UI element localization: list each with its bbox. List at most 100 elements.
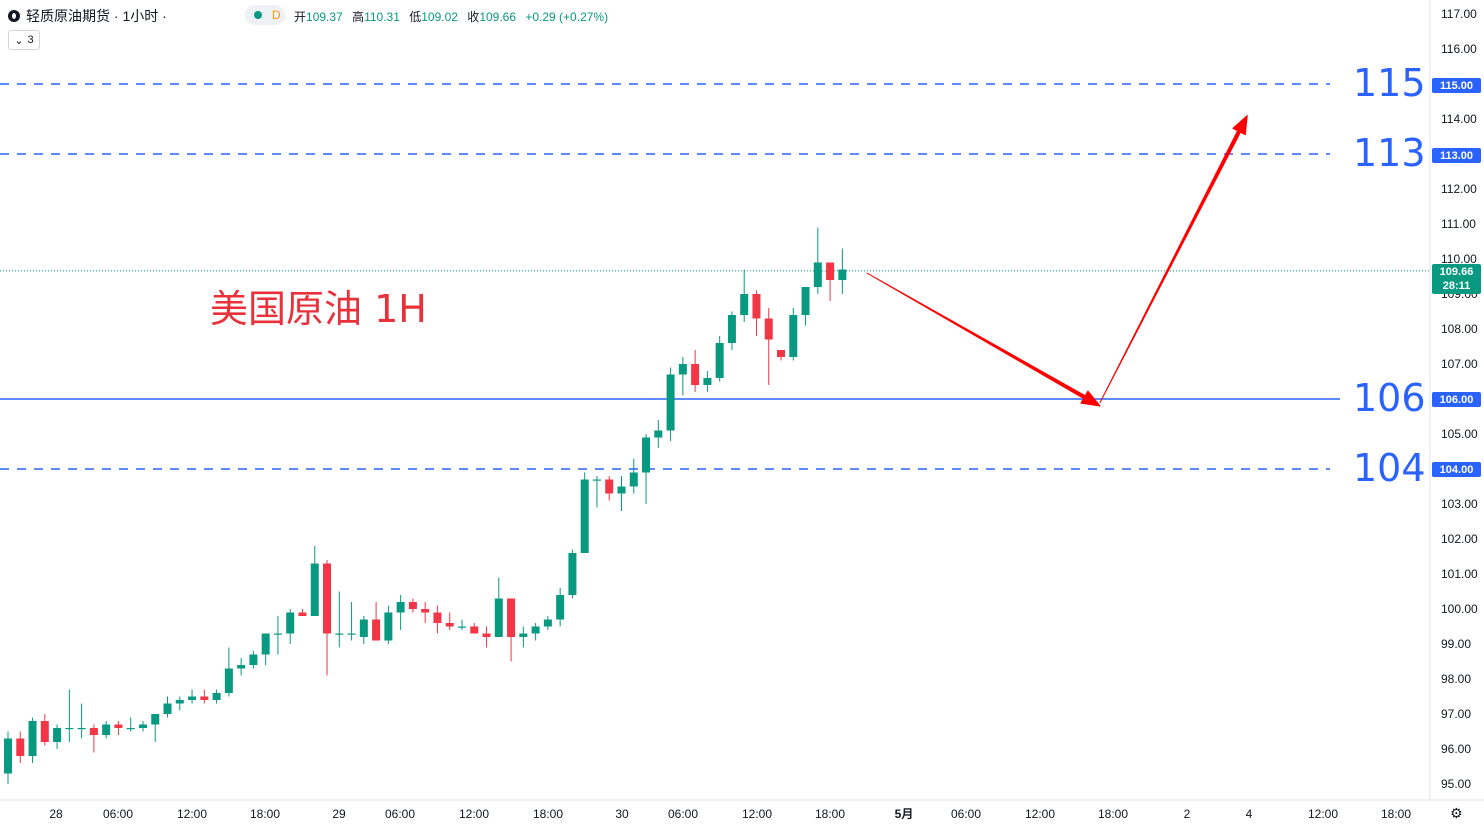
ohlc-open-key: 开 (294, 10, 307, 24)
forecast-arrow-up (1099, 115, 1248, 403)
ohlc-low-key: 低 (409, 10, 422, 24)
forecast-arrows (866, 115, 1248, 407)
price-tick-label: 114.00 (1441, 112, 1477, 126)
time-tick-label: 18:00 (250, 807, 280, 821)
candle-body (482, 633, 491, 637)
chart-header: 轻质原油期货 · 1小时 · D 开109.37 高110.31 低109.02… (0, 0, 1430, 50)
candle-body (617, 486, 626, 494)
symbol-title[interactable]: 轻质原油期货 · 1小时 · (8, 6, 167, 26)
candle-body (372, 619, 381, 641)
time-axis[interactable]: 28 06:00 12:00 18:00 29 06:00 12:00 18:00 30 06:0… (0, 799, 1484, 821)
price-tick-label: 102.00 (1441, 532, 1478, 546)
market-status-icon (254, 11, 262, 19)
ohlc-high-key: 高 (352, 10, 365, 24)
price-tick-label: 107.00 (1441, 357, 1478, 371)
time-tick-label: 18:00 (1098, 807, 1128, 821)
candle-body (53, 728, 62, 742)
chart-annotation-label: 美国原油 1H (210, 287, 427, 331)
candle-body (138, 724, 147, 728)
ohlc-low: 109.02 (421, 10, 458, 24)
ohlc-close-key: 收 (467, 10, 480, 24)
price-tick-label: 116.00 (1441, 42, 1477, 56)
ohlc-close: 109.66 (479, 10, 517, 24)
bar-countdown: 28:11 (1442, 280, 1471, 292)
candle-body (789, 315, 798, 357)
candle-body (752, 294, 761, 319)
candle-body (777, 350, 786, 357)
candle-body (273, 633, 282, 635)
candle-body (151, 714, 160, 725)
candle-body (666, 374, 675, 431)
candle-body (286, 612, 295, 634)
candle-body (396, 602, 405, 613)
candle-body (727, 315, 736, 343)
candle-body (421, 609, 430, 613)
candle-body (298, 612, 307, 616)
time-tick-label: 12:00 (742, 807, 772, 821)
level-badge-113: 113.00 (1432, 148, 1481, 163)
price-tick-label: 111.00 (1441, 217, 1476, 231)
candle-body (384, 612, 393, 641)
level-label-104: 104 (1353, 446, 1426, 490)
gear-icon[interactable]: ⚙ (1450, 805, 1463, 821)
candle-body (580, 479, 589, 553)
data-letter: D (272, 8, 281, 22)
candle-body (592, 479, 601, 481)
level-badge-106: 106.00 (1432, 392, 1481, 407)
candle-body (543, 619, 552, 627)
status-pill[interactable]: D (245, 5, 285, 25)
forecast-arrow-down (866, 272, 1101, 407)
chevron-down-icon: ⌄ (14, 34, 24, 47)
time-tick-label: 30 (615, 807, 629, 821)
candle-body (605, 479, 614, 494)
price-tick-label: 99.00 (1441, 637, 1471, 651)
candle-body (531, 626, 540, 634)
candle-body (347, 633, 356, 635)
candle-body (408, 602, 417, 609)
time-tick-label: 2 (1184, 807, 1191, 821)
candle-body (89, 728, 98, 735)
candle-body (494, 598, 503, 637)
candle-body (556, 595, 565, 620)
price-tick-label: 95.00 (1441, 777, 1471, 791)
price-tick-label: 110.00 (1441, 252, 1477, 266)
price-tick-label: 105.00 (1441, 427, 1478, 441)
candle-body (715, 343, 724, 378)
candle-body (28, 721, 37, 756)
time-tick-label: 29 (332, 807, 346, 821)
candle-body (175, 700, 184, 704)
time-tick-label: 18:00 (815, 807, 845, 821)
candle-body (568, 553, 577, 595)
candle-body (507, 598, 516, 637)
time-tick-label: 5月 (895, 807, 914, 821)
candle-body (163, 703, 172, 714)
indicators-toggle-button[interactable]: ⌄ 3 (8, 30, 40, 50)
time-tick-label: 06:00 (951, 807, 981, 821)
candle-body (470, 626, 479, 634)
candles (4, 227, 847, 784)
level-label-106: 106 (1353, 376, 1426, 420)
candle-body (212, 693, 221, 700)
time-tick-label: 28 (49, 807, 63, 821)
price-tick-label: 117.00 (1441, 7, 1477, 21)
time-tick-label: 4 (1246, 807, 1253, 821)
last-price-value: 109.66 (1439, 266, 1474, 278)
candle-body (519, 633, 528, 637)
price-tick-label: 96.00 (1441, 742, 1471, 756)
last-price-badge: 109.66 28:11 (1432, 264, 1481, 294)
level-badge-104: 104.00 (1432, 462, 1481, 477)
candle-body (126, 728, 135, 730)
candle-body (359, 619, 368, 637)
level-lines (0, 83, 1430, 470)
time-tick-label: 12:00 (1025, 807, 1055, 821)
candle-body (4, 738, 12, 774)
ohlc-high: 110.31 (364, 10, 400, 24)
price-tick-label: 101.00 (1441, 567, 1478, 581)
candle-body (826, 262, 835, 280)
time-tick-label: 18:00 (533, 807, 563, 821)
level-label-113: 113 (1353, 131, 1426, 175)
candle-body (703, 378, 712, 385)
candle-body (224, 668, 233, 693)
candle-body (740, 294, 749, 315)
